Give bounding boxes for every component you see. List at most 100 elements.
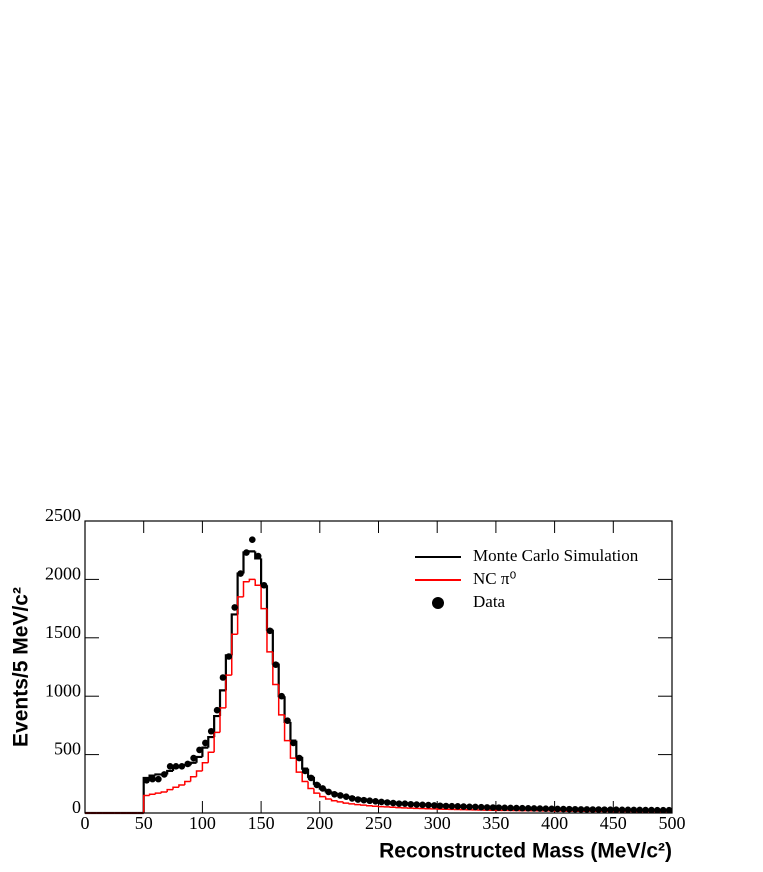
data-point (436, 802, 444, 810)
data-point (501, 804, 509, 812)
data-point (548, 805, 555, 813)
hist-step (166, 769, 174, 775)
data-point (495, 804, 503, 811)
x-tick-label: 300 (424, 813, 451, 833)
data-point (624, 806, 632, 814)
hist-step (301, 756, 309, 770)
data-point (513, 804, 520, 812)
data-point (166, 762, 174, 770)
data-point (636, 806, 644, 814)
data-point (519, 804, 526, 812)
data-point (254, 552, 262, 560)
data-point (542, 805, 550, 812)
hist-step (283, 714, 291, 742)
data-point (642, 806, 649, 814)
hist-step (154, 773, 162, 776)
hist-step (248, 578, 256, 582)
data-point (160, 771, 168, 778)
x-tick-label: 500 (659, 813, 686, 833)
data-point (366, 797, 373, 805)
hist-step (207, 735, 215, 748)
data-point (413, 801, 420, 808)
data-point (554, 805, 561, 813)
hist-step (184, 780, 191, 785)
data-point (248, 536, 256, 543)
data-point (360, 796, 368, 804)
hist-step (366, 805, 373, 807)
data-point (190, 754, 197, 762)
data-point (472, 803, 479, 811)
data-point (524, 805, 532, 812)
y-tick-label: 1500 (45, 622, 81, 642)
data-point (384, 799, 391, 806)
hist-step (354, 803, 361, 806)
data-point (272, 661, 280, 668)
data-point (278, 692, 285, 700)
hist-step (225, 674, 232, 708)
data-point (178, 762, 186, 770)
data-point (395, 800, 403, 807)
data-point (184, 760, 192, 768)
data-point (196, 746, 203, 754)
data-point (448, 802, 456, 810)
data-point (530, 805, 538, 812)
hist-step (148, 774, 156, 778)
hist-step (189, 776, 197, 782)
data-point (149, 775, 156, 783)
hist-step (231, 633, 238, 676)
data-point (325, 788, 332, 796)
hist-step (360, 804, 367, 806)
data-point (607, 806, 614, 814)
data-point (372, 798, 379, 805)
data-point (231, 604, 238, 611)
hist-step (178, 784, 185, 788)
data-point (419, 801, 426, 809)
hist-step (189, 761, 197, 766)
hist-step (260, 585, 267, 610)
hist-step (236, 596, 244, 635)
hist-step (307, 781, 314, 790)
data-point (442, 802, 450, 810)
data-point (313, 781, 321, 789)
data-point (407, 800, 415, 808)
hist-step (330, 798, 338, 802)
data-point (665, 806, 673, 814)
hist-step (142, 794, 150, 813)
data-point (659, 806, 667, 814)
hist-step (242, 580, 250, 597)
hist-step (172, 786, 179, 790)
data-point (425, 801, 432, 809)
data-point (430, 802, 438, 809)
hist-step (342, 801, 350, 804)
x-tick-label: 400 (541, 813, 568, 833)
hist-step (236, 572, 244, 615)
hist-step (348, 803, 356, 805)
hist-step (218, 689, 226, 717)
hist-step (289, 721, 297, 742)
hist-step (295, 740, 303, 759)
data-point (284, 717, 291, 725)
data-point (460, 803, 467, 810)
data-point (378, 798, 385, 806)
x-tick-label: 250 (365, 813, 392, 833)
data-point (489, 804, 497, 811)
x-tick-label: 0 (81, 813, 90, 833)
hist-step (277, 684, 285, 716)
hist-step (201, 762, 209, 771)
data-point (536, 805, 544, 812)
data-point (571, 805, 579, 813)
hist-step (319, 793, 326, 798)
data-point (295, 754, 303, 762)
data-point (337, 792, 344, 799)
hist-step (254, 579, 262, 586)
hist-step (154, 792, 162, 795)
x-axis-title: Reconstructed Mass (MeV/c²) (379, 840, 672, 863)
hist-step (213, 714, 221, 738)
data-point (143, 776, 150, 784)
data-point (213, 706, 221, 714)
x-tick-label: 450 (600, 813, 627, 833)
data-point (342, 793, 350, 800)
data-point (348, 795, 356, 802)
hist-step (160, 791, 168, 794)
